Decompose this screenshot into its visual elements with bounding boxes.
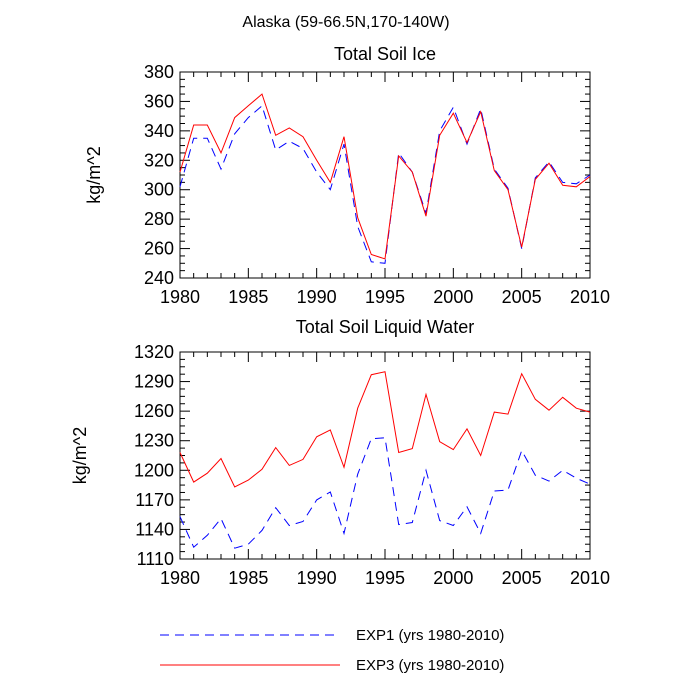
- y-axis-label: kg/m^2: [70, 427, 90, 484]
- x-tick-label: 2005: [502, 568, 542, 588]
- y-tick-label: 300: [144, 180, 174, 200]
- panel-title: Total Soil Ice: [334, 44, 436, 64]
- legend: EXP1 (yrs 1980-2010) EXP3 (yrs 1980-2010…: [160, 627, 504, 674]
- x-tick-label: 2005: [502, 287, 542, 307]
- figure-title: Alaska (59-66.5N,170-140W): [242, 14, 449, 31]
- series-line-exp3: [179, 93, 591, 260]
- x-tick-label: 1995: [365, 287, 405, 307]
- x-tick-label: 2000: [433, 568, 473, 588]
- y-tick-label: 380: [144, 62, 174, 82]
- panel-title: Total Soil Liquid Water: [296, 317, 474, 337]
- series-line-exp3: [179, 371, 591, 488]
- legend-label-exp1: EXP1 (yrs 1980-2010): [356, 627, 504, 644]
- x-tick-label: 1990: [297, 568, 337, 588]
- x-tick-label: 1985: [228, 568, 268, 588]
- y-tick-label: 1230: [134, 431, 174, 451]
- y-tick-label: 1200: [134, 460, 174, 480]
- y-tick-label: 1140: [135, 519, 174, 539]
- y-tick-label: 1320: [134, 342, 174, 362]
- x-tick-label: 2000: [433, 287, 473, 307]
- y-tick-label: 280: [144, 209, 174, 229]
- legend-label-exp3: EXP3 (yrs 1980-2010): [356, 657, 504, 674]
- x-tick-label: 1980: [160, 287, 200, 307]
- y-tick-label: 1260: [134, 401, 174, 421]
- y-tick-label: 1170: [135, 490, 174, 510]
- series-line-exp1: [179, 437, 591, 549]
- plot-frame: [179, 351, 591, 560]
- y-tick-label: 240: [144, 268, 174, 288]
- y-tick-label: 1110: [137, 549, 174, 569]
- y-tick-label: 1290: [134, 372, 174, 392]
- x-tick-label: 1980: [160, 568, 200, 588]
- x-tick-label: 1985: [228, 287, 268, 307]
- y-tick-label: 320: [144, 150, 174, 170]
- y-tick-label: 340: [144, 121, 174, 141]
- y-tick-label: 260: [144, 239, 174, 259]
- x-tick-label: 1995: [365, 568, 405, 588]
- y-tick-label: 360: [144, 91, 174, 111]
- soil-liquid-water-panel: Total Soil Liquid Water kg/m^2 1980 1985 199…: [70, 317, 610, 588]
- x-tick-label: 1990: [297, 287, 337, 307]
- x-tick-label: 2010: [570, 287, 610, 307]
- soil-ice-panel: Total Soil Ice kg/m^2 1980 1985 1990 1995 2000…: [84, 44, 610, 307]
- series-line-exp1: [179, 104, 591, 264]
- plot-frame: [179, 71, 591, 279]
- y-axis-label: kg/m^2: [84, 146, 104, 203]
- x-tick-label: 2010: [570, 568, 610, 588]
